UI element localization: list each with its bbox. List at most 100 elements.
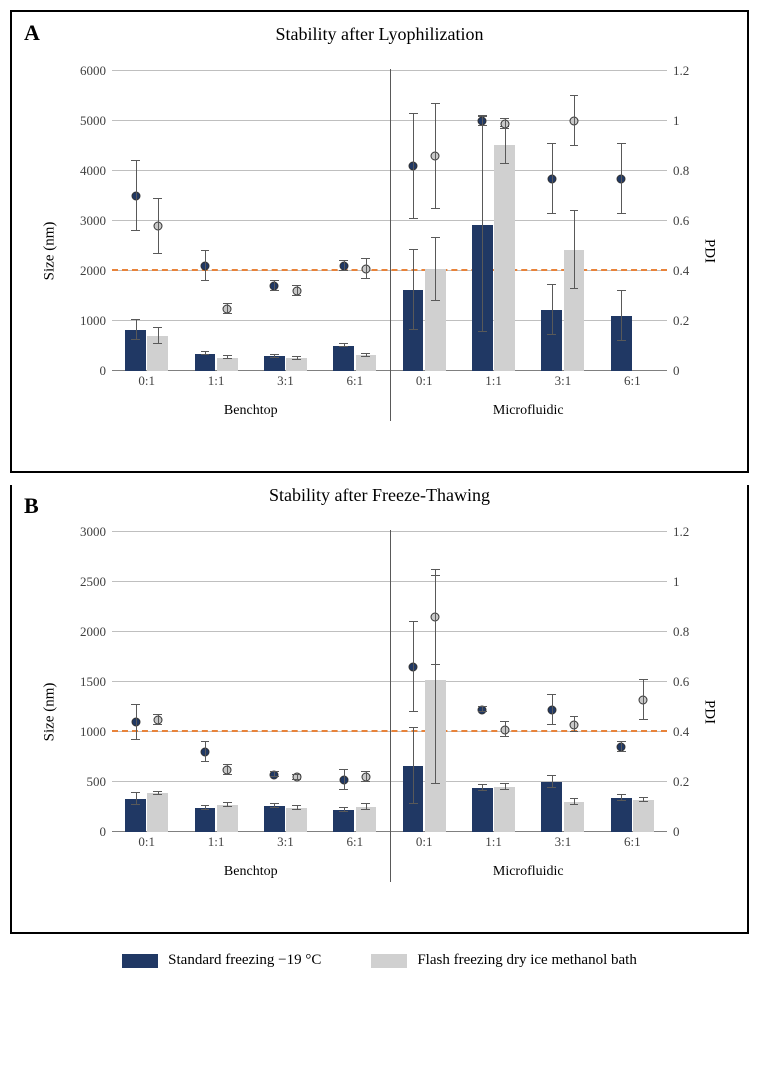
error-cap [223,313,232,314]
error-bar [344,770,345,790]
error-cap [131,160,140,161]
ytick-left: 2000 [80,624,106,640]
ytick-right: 1.2 [673,63,689,79]
error-cap [223,764,232,765]
error-cap [500,789,509,790]
error-cap [570,716,579,717]
error-cap [570,804,579,805]
error-cap [292,779,301,780]
error-bar [621,144,622,214]
error-cap [153,253,162,254]
error-cap [570,145,579,146]
bar-series2 [356,355,377,371]
x-category-label: 3:1 [277,373,294,389]
legend-swatch-flash [371,954,407,968]
error-cap [409,249,418,250]
error-cap [339,260,348,261]
error-cap [639,797,648,798]
error-bar [205,251,206,281]
error-cap [478,706,487,707]
ytick-right: 1 [673,113,680,129]
ytick-left: 0 [100,824,107,840]
error-cap [431,300,440,301]
ytick-left: 0 [100,363,107,379]
error-cap [361,771,370,772]
error-cap [201,351,210,352]
ylabel-left-a: Size (nm) [42,222,59,281]
legend-item-flash: Flash freezing dry ice methanol bath [371,952,637,969]
bar-series2 [286,808,307,832]
error-cap [431,569,440,570]
bar-series2 [633,800,654,832]
panel-b: B Stability after Freeze-Thawing Size (n… [10,485,749,934]
error-cap [339,346,348,347]
error-bar [435,570,436,665]
error-cap [547,334,556,335]
error-cap [500,783,509,784]
legend-label-flash: Flash freezing dry ice methanol bath [417,952,637,969]
error-bar [574,211,575,289]
error-cap [153,714,162,715]
error-cap [478,115,487,116]
bar-series1 [333,810,354,832]
error-cap [570,210,579,211]
error-bar [552,144,553,214]
x-labels: 0:11:13:16:10:11:13:16:1 [112,373,667,393]
bar-series2 [564,802,585,832]
ytick-right: 0.2 [673,774,689,790]
ytick-left: 1000 [80,724,106,740]
error-bar [136,161,137,231]
error-cap [223,358,232,359]
x-category-label: 1:1 [208,373,225,389]
ytick-left: 1500 [80,674,106,690]
error-cap [409,711,418,712]
group-divider [390,530,391,882]
error-bar [158,199,159,254]
group-label-benchtop: Benchtop [224,403,278,419]
error-bar [621,291,622,341]
group-label-benchtop: Benchtop [224,864,278,880]
error-cap [500,118,509,119]
error-cap [131,339,140,340]
ytick-left: 6000 [80,63,106,79]
group-label-microfluidic: Microfluidic [493,864,564,880]
ytick-right: 1.2 [673,524,689,540]
ytick-right: 1 [673,574,680,590]
ytick-right: 0 [673,363,680,379]
error-cap [617,751,626,752]
ytick-left: 5000 [80,113,106,129]
error-cap [339,811,348,812]
legend: Standard freezing −19 °C Flash freezing … [10,952,749,969]
error-cap [409,113,418,114]
error-cap [431,103,440,104]
error-cap [409,727,418,728]
bar-series1 [541,782,562,832]
error-cap [361,781,370,782]
plot-b: 05001000150020002500300000.20.40.60.811.… [112,532,667,832]
error-bar [136,320,137,340]
error-cap [431,783,440,784]
ytick-left: 2000 [80,263,106,279]
error-bar [505,722,506,737]
x-category-label: 0:1 [416,373,433,389]
error-cap [547,694,556,695]
error-cap [292,359,301,360]
error-cap [201,809,210,810]
error-bar [482,117,483,332]
plot-a: 010002000300040005000600000.20.40.60.811… [112,71,667,371]
error-bar [158,328,159,344]
error-cap [617,340,626,341]
error-bar [552,285,553,335]
bar-series2 [217,805,238,832]
ytick-left: 3000 [80,213,106,229]
error-cap [570,288,579,289]
x-category-label: 6:1 [347,373,364,389]
error-cap [478,331,487,332]
error-bar [435,104,436,209]
error-cap [339,807,348,808]
error-cap [478,125,487,126]
error-cap [617,800,626,801]
error-cap [361,258,370,259]
ytick-right: 0.4 [673,724,689,740]
bar-series2 [494,787,515,832]
